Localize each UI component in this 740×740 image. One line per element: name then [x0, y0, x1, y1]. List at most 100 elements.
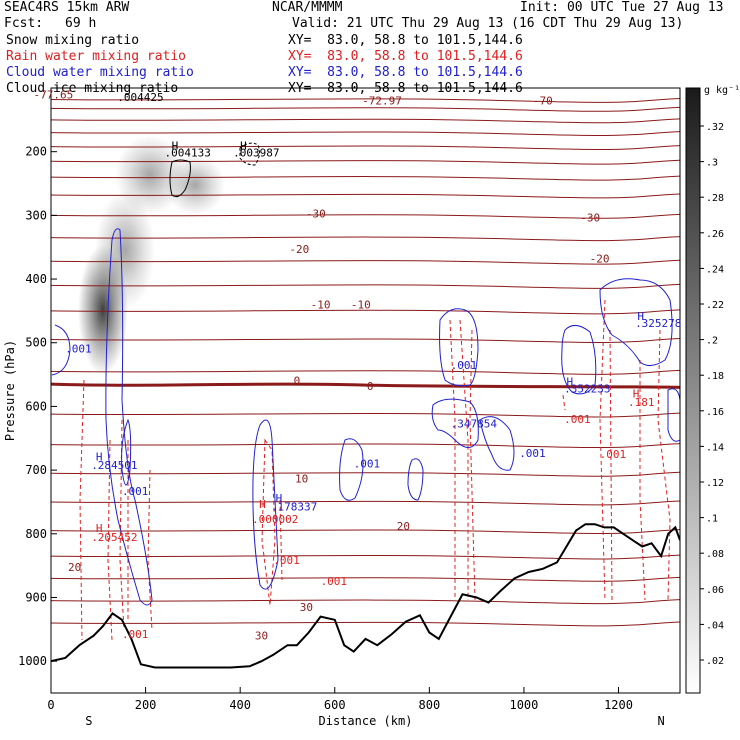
rain-contour	[147, 469, 153, 631]
x-axis-label: Distance (km)	[319, 714, 413, 728]
field-label: .000002	[252, 513, 298, 526]
y-tick-label: 600	[25, 399, 47, 413]
rain-contour	[609, 329, 613, 601]
field-label: .001	[354, 458, 381, 471]
cloud-water-contour	[252, 419, 279, 590]
field-label: .003987	[233, 146, 279, 159]
temperature-contour	[51, 500, 680, 506]
rain-contour	[459, 319, 469, 600]
x-tick-label: 400	[229, 698, 251, 712]
snow-shading-anvil-right	[165, 155, 225, 215]
freezing-level-line	[51, 382, 680, 389]
field-label: .001	[564, 413, 591, 426]
colorbar-tick-label: .2	[706, 336, 718, 347]
cloud-water-contour	[431, 398, 479, 448]
temperature-contour	[51, 118, 680, 124]
field-label: .284501	[91, 459, 137, 472]
cloud-water-contour	[121, 418, 132, 486]
field-label: H	[566, 376, 573, 389]
field-cloudice-xy: XY= 83.0, 58.8 to 101.5,144.6	[288, 81, 523, 96]
temperature-label: 0	[294, 374, 301, 387]
plot-frame	[50, 87, 681, 694]
colorbar-tick-label: .04	[706, 620, 724, 631]
fcst-label: Fcst:	[4, 16, 44, 31]
temperature-label: -72.97	[362, 95, 402, 108]
field-label: H	[637, 310, 644, 323]
cloud-ice-contour	[169, 159, 191, 198]
snow-shading-anvil-lower	[95, 190, 155, 310]
colorbar-tick-label: .06	[706, 585, 724, 596]
y-tick-label: 900	[25, 590, 47, 604]
field-label: .178337	[271, 500, 317, 513]
rain-contour	[449, 319, 456, 600]
snow-shading-anvil-upper	[115, 135, 185, 215]
init-time: Init: 00 UTC Tue 27 Aug 13	[520, 0, 724, 15]
y-tick-label: 400	[25, 272, 47, 286]
temperature-contour	[51, 412, 680, 418]
temperature-label: 20	[68, 561, 81, 574]
temperature-label: 30	[300, 601, 313, 614]
rain-contour	[562, 394, 566, 411]
terrain-line	[51, 523, 680, 669]
cloud-water-contour	[439, 308, 479, 387]
temperature-contour	[51, 106, 680, 112]
temperature-contour	[51, 97, 680, 103]
cloud-water-contour	[479, 416, 515, 471]
field-label: .001	[451, 359, 478, 372]
temperature-contour	[51, 338, 680, 343]
cloud-water-contour	[407, 458, 424, 501]
colorbar-tick-label: .12	[706, 478, 724, 489]
temperature-contour	[51, 175, 680, 181]
field-rain-name: Rain water mixing ratio	[6, 49, 187, 64]
y-tick-label: 700	[25, 463, 47, 477]
temperature-label: -20	[289, 243, 309, 256]
temperature-contour	[51, 145, 680, 151]
colorbar-tick-label: .26	[706, 229, 724, 240]
y-tick-label: 800	[25, 527, 47, 541]
temperature-label: -30	[580, 211, 600, 224]
rain-contour	[261, 438, 276, 606]
field-label: .001	[519, 447, 546, 460]
field-label: .181	[628, 396, 655, 409]
center-label: NCAR/MMMM	[272, 0, 343, 15]
field-label: H	[172, 139, 179, 152]
field-label: .001	[65, 342, 92, 355]
colorbar	[685, 87, 701, 694]
rain-contour	[639, 360, 646, 601]
field-label: .001	[122, 485, 149, 498]
temperature-contour	[51, 621, 680, 627]
field-label: .325278	[635, 317, 681, 330]
temperature-contour	[51, 443, 680, 449]
y-axis-label: Pressure (hPa)	[3, 340, 17, 441]
temperature-contour	[51, 259, 680, 265]
fcst-value: 69 h	[65, 16, 97, 31]
temperature-contour	[51, 213, 680, 219]
temperature-contour	[51, 529, 680, 535]
field-label: H	[96, 451, 103, 464]
valid-time: Valid: 21 UTC Thu 29 Aug 13 (16 CDT Thu …	[292, 16, 684, 31]
colorbar-tick-label: .22	[706, 300, 724, 311]
field-label: .001	[122, 628, 149, 641]
x-tick-label: 800	[419, 698, 441, 712]
rain-contour	[107, 439, 113, 641]
field-label: H	[276, 492, 283, 505]
rain-contour	[279, 499, 283, 581]
y-tick-label: 200	[25, 145, 47, 159]
temperature-label: -10	[311, 299, 331, 312]
colorbar-tick-label: .28	[706, 193, 724, 204]
model-title: SEAC4RS 15km ARW	[4, 0, 130, 15]
y-tick-label: 1000	[18, 654, 47, 668]
field-label: H	[96, 522, 103, 535]
temperature-contour	[51, 283, 680, 289]
colorbar-tick-label: .24	[706, 264, 724, 275]
field-cloudwater-name: Cloud water mixing ratio	[6, 65, 194, 80]
temperature-label: 30	[255, 630, 268, 643]
field-snow-name: Snow mixing ratio	[6, 33, 140, 48]
temperature-contour	[51, 599, 680, 605]
cloud-water-contour	[105, 228, 153, 606]
colorbar-tick-label: .3	[706, 158, 718, 169]
start-label: S	[85, 714, 92, 728]
cloud-water-contour	[561, 325, 597, 395]
temperature-contour	[51, 236, 680, 242]
